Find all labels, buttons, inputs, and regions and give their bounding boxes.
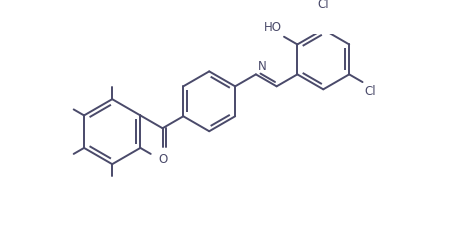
Text: HO: HO — [264, 21, 282, 34]
Text: Cl: Cl — [364, 85, 376, 98]
Text: Cl: Cl — [318, 0, 329, 11]
Text: N: N — [257, 60, 266, 73]
Text: O: O — [158, 153, 167, 166]
